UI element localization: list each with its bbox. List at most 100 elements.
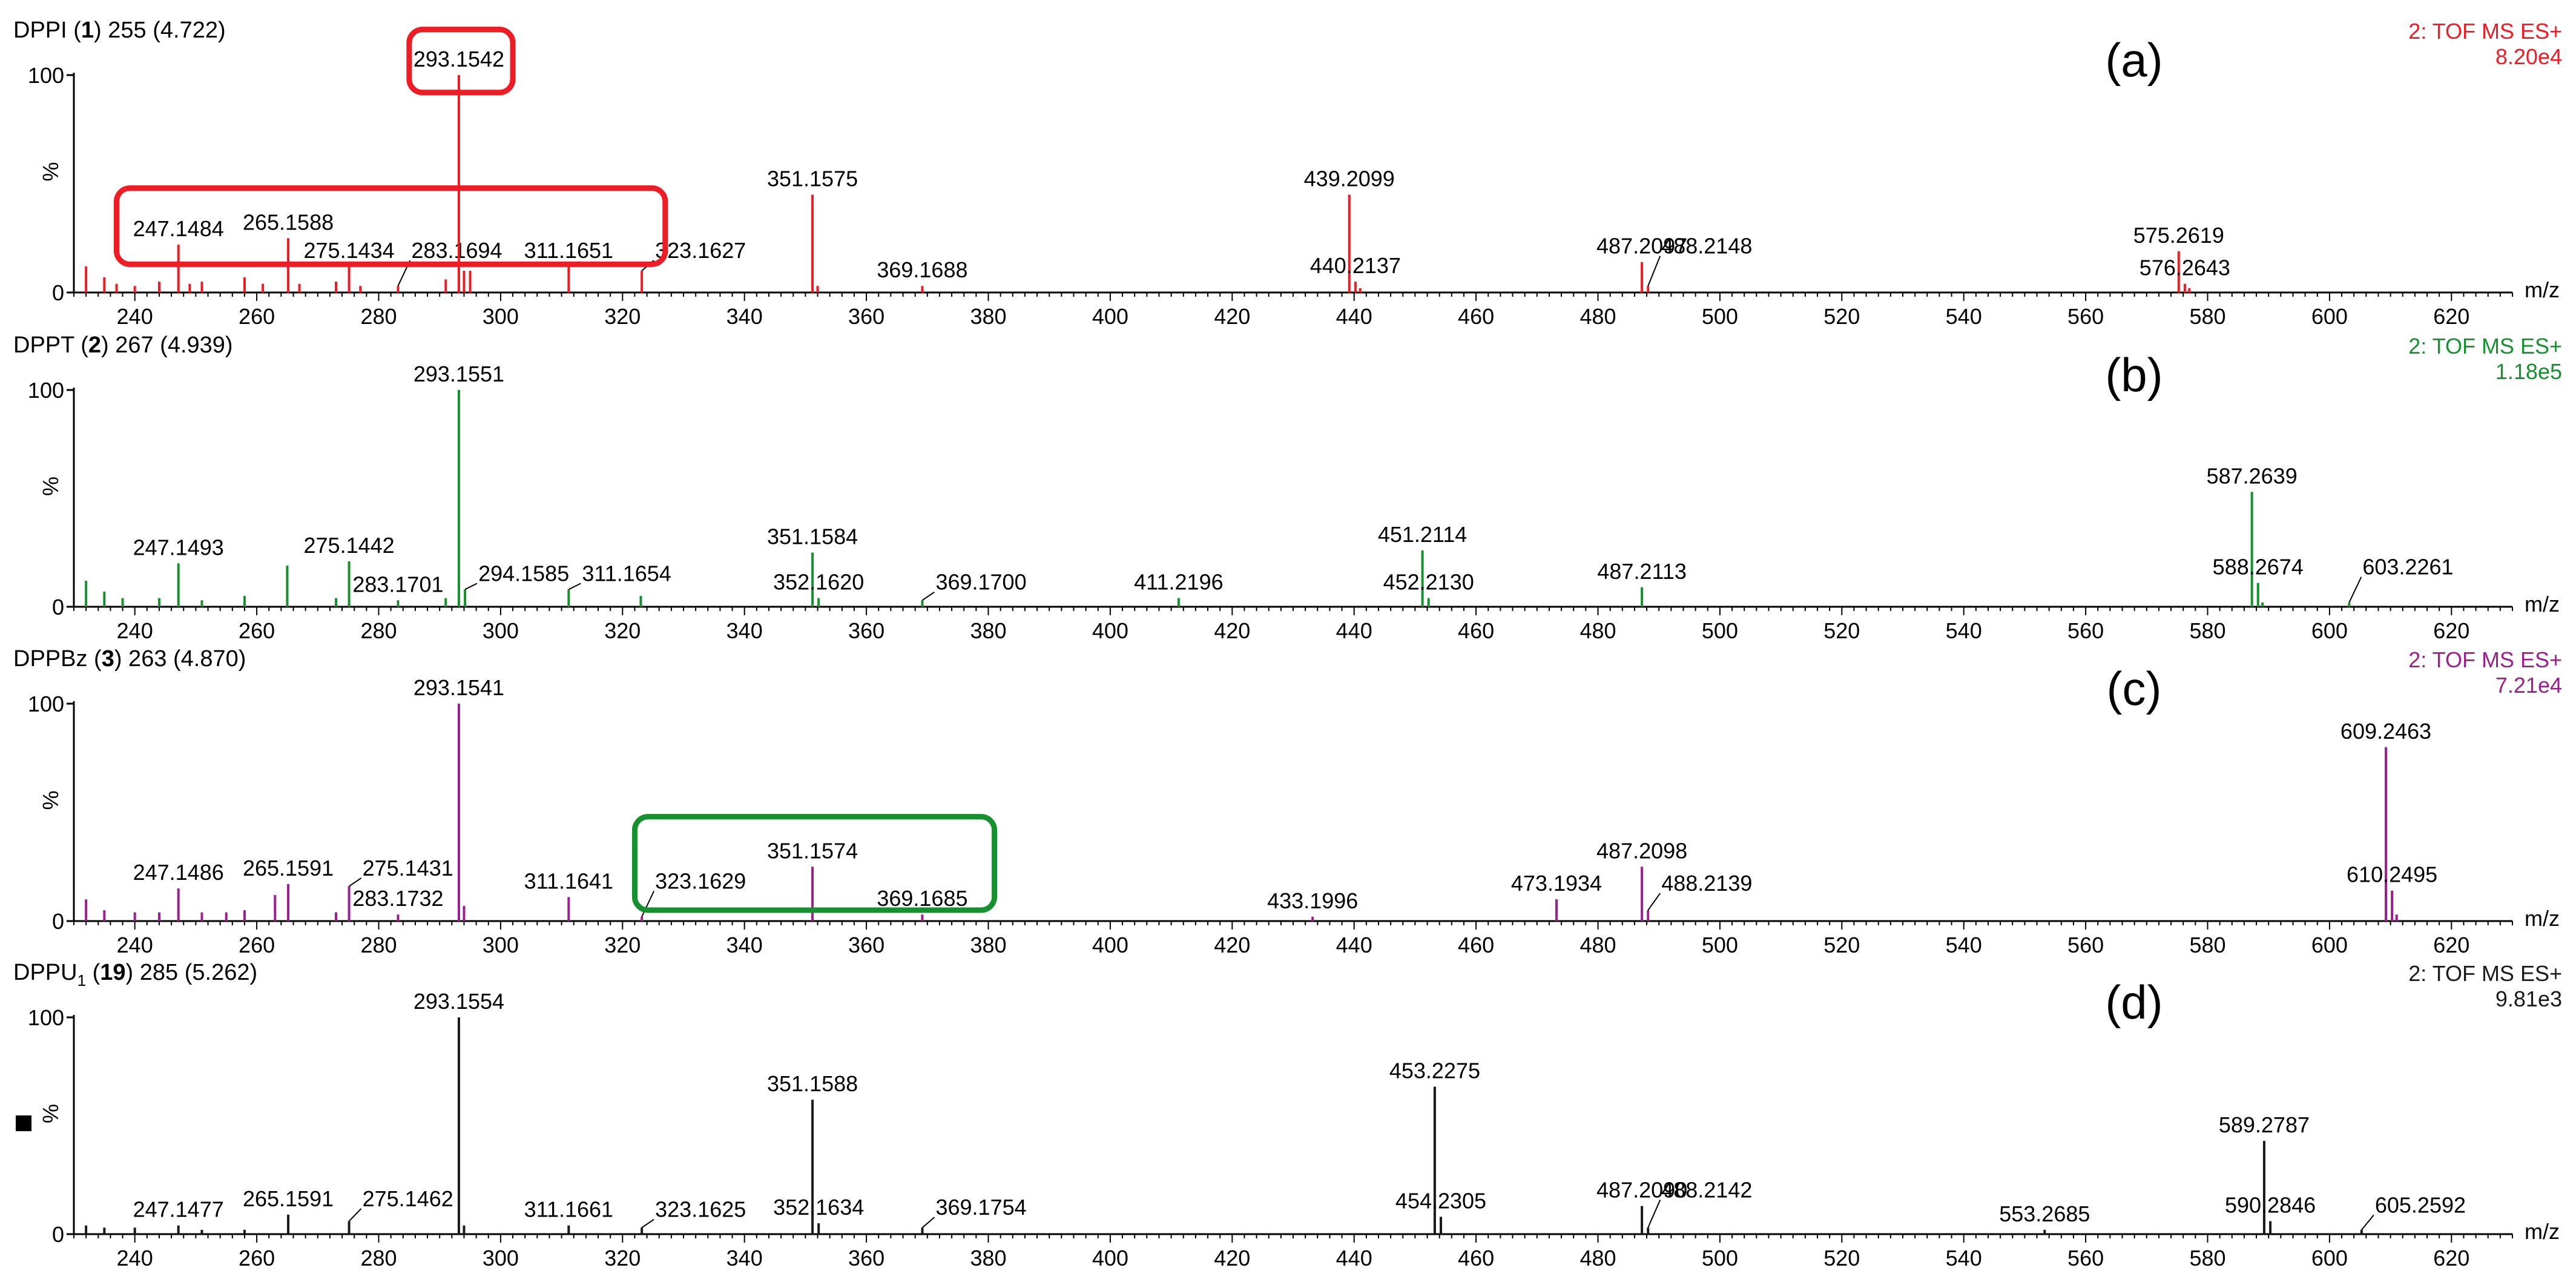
- x-tick-label: 520: [1823, 618, 1860, 643]
- x-tick-label: 420: [1214, 1246, 1250, 1270]
- peak-label: 610.2495: [2347, 862, 2437, 887]
- peak-label: 311.1651: [524, 238, 613, 263]
- y-tick-label-100: 100: [28, 378, 64, 403]
- x-tick-label: 500: [1702, 304, 1738, 329]
- x-tick-label: 340: [726, 1246, 763, 1270]
- peak-label: 275.1434: [304, 238, 395, 263]
- peak-label: 351.1575: [767, 166, 858, 191]
- x-tick-label: 380: [970, 1246, 1006, 1270]
- peak-label: 293.1541: [413, 675, 504, 700]
- y-axis-label: %: [38, 162, 63, 181]
- x-tick-label: 240: [117, 933, 153, 957]
- peak-label: 487.2090: [1596, 1177, 1687, 1202]
- peak-label: 311.1641: [524, 869, 613, 894]
- panel-letter: (b): [2105, 348, 2163, 401]
- x-tick-label: 380: [970, 618, 1006, 643]
- x-tick-label: 440: [1336, 933, 1372, 957]
- spectrum-panel-2: DPPT (2) 267 (4.939) 2: TOF MS ES+1.18e5 (…: [13, 332, 2562, 643]
- peak-label: 265.1591: [243, 856, 334, 880]
- panel-letter: (d): [2105, 976, 2163, 1029]
- x-tick-label: 400: [1092, 933, 1128, 957]
- peak-label: 275.1431: [363, 856, 453, 880]
- peak-label: 283.1694: [411, 238, 502, 263]
- y-tick-label-0: 0: [52, 280, 64, 305]
- y-tick-label-0: 0: [52, 909, 64, 934]
- x-tick-label: 380: [970, 304, 1006, 329]
- x-tick-label: 560: [2067, 1246, 2104, 1270]
- x-tick-label: 340: [726, 304, 763, 329]
- peak-label: 605.2592: [2375, 1193, 2466, 1218]
- peak-label: 247.1486: [133, 860, 224, 885]
- peak-label-leader: [921, 591, 935, 601]
- max-intensity-label: 8.20e4: [2495, 44, 2562, 69]
- peak-label: 487.2097: [1596, 234, 1687, 259]
- peak-label: 587.2639: [2207, 463, 2298, 488]
- x-tick-label: 280: [360, 933, 397, 957]
- x-tick-label: 420: [1214, 304, 1250, 329]
- x-axis-label: m/z: [2525, 277, 2560, 302]
- x-tick-label: 560: [2067, 933, 2104, 957]
- title-suffix: ) 285 (5.262): [126, 960, 258, 985]
- peak-label: 351.1584: [767, 524, 858, 549]
- peak-label: 351.1574: [767, 838, 858, 863]
- y-tick-label-0: 0: [52, 1222, 64, 1247]
- panel-letter: (a): [2105, 33, 2163, 87]
- x-tick-label: 280: [360, 304, 397, 329]
- peak-label: 575.2619: [2133, 223, 2224, 248]
- peak-label-leader: [348, 1208, 362, 1222]
- peak-label: 488.2148: [1661, 234, 1752, 259]
- peak-label-leader: [1647, 893, 1661, 911]
- x-tick-label: 400: [1092, 304, 1128, 329]
- peak-label-leader: [641, 891, 655, 917]
- peak-label-leader: [2348, 576, 2362, 603]
- peak-label: 454.2305: [1395, 1188, 1486, 1213]
- x-tick-label: 420: [1214, 618, 1250, 643]
- peak-label: 488.2142: [1661, 1177, 1752, 1202]
- peak-label-leader: [1647, 256, 1661, 286]
- x-tick-label: 240: [117, 1246, 153, 1270]
- peak-label: 352.1620: [773, 570, 864, 595]
- max-intensity-label: 7.21e4: [2495, 673, 2562, 698]
- x-tick-label: 580: [2189, 933, 2225, 957]
- peak-label: 609.2463: [2340, 719, 2431, 744]
- title-compound-number: 1: [81, 18, 94, 43]
- peak-label: 323.1625: [655, 1197, 746, 1222]
- highlight-box: [113, 185, 668, 267]
- x-tick-label: 580: [2189, 304, 2225, 329]
- title-suffix: ) 267 (4.939): [101, 332, 233, 358]
- title-compound-number: 3: [102, 646, 114, 672]
- max-intensity-label: 1.18e5: [2495, 359, 2562, 384]
- x-tick-label: 480: [1580, 1246, 1616, 1270]
- y-axis-label: %: [38, 477, 63, 496]
- x-tick-label: 320: [604, 1246, 641, 1270]
- peak-label: 369.1754: [935, 1195, 1026, 1220]
- x-tick-label: 340: [726, 618, 763, 643]
- peak-label: 294.1585: [478, 561, 569, 586]
- x-tick-label: 360: [848, 933, 884, 957]
- x-tick-label: 500: [1702, 1246, 1738, 1270]
- spectrum-panel-4: DPPU1 (19) 285 (5.262) 2: TOF MS ES+9.81e…: [13, 960, 2562, 1270]
- x-tick-label: 260: [239, 933, 275, 957]
- x-tick-label: 480: [1580, 304, 1616, 329]
- peak-label-leader: [641, 1218, 654, 1229]
- x-tick-label: 460: [1458, 1246, 1494, 1270]
- x-tick-label: 400: [1092, 1246, 1128, 1270]
- max-intensity-label: 9.81e3: [2495, 986, 2562, 1011]
- y-tick-label-100: 100: [28, 63, 64, 88]
- x-tick-label: 500: [1702, 618, 1738, 643]
- x-tick-label: 240: [117, 618, 153, 643]
- mode-label: 2: TOF MS ES+: [2408, 334, 2562, 358]
- peak-label-leader: [2361, 1214, 2374, 1230]
- x-tick-label: 600: [2311, 304, 2348, 329]
- peak-label: 369.1688: [877, 257, 967, 282]
- x-tick-label: 300: [483, 933, 519, 957]
- peak-label: 265.1591: [243, 1186, 334, 1211]
- x-tick-label: 440: [1336, 618, 1372, 643]
- peak-label: 590.2846: [2225, 1193, 2316, 1218]
- peak-label: 411.2196: [1134, 570, 1223, 595]
- x-tick-label: 600: [2311, 1246, 2348, 1270]
- x-tick-label: 480: [1580, 618, 1616, 643]
- x-tick-label: 260: [239, 1246, 275, 1270]
- x-tick-label: 520: [1823, 1246, 1860, 1270]
